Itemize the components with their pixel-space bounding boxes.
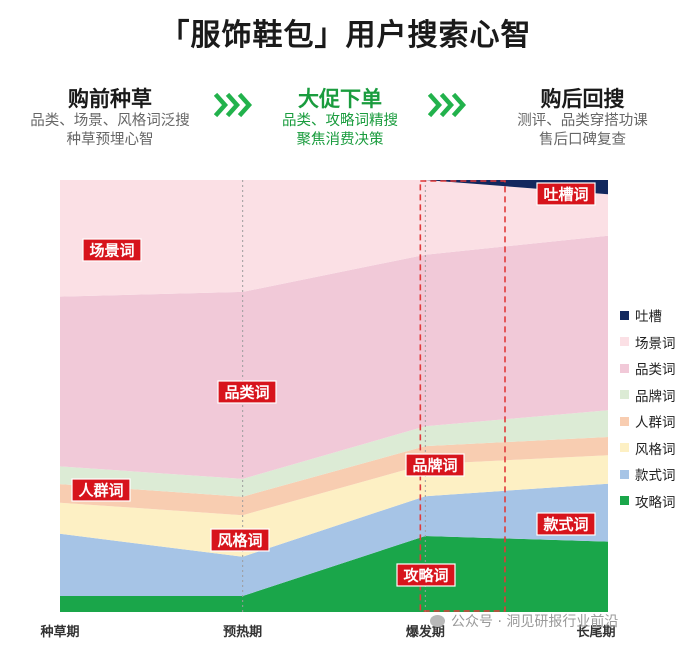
x-tick-label: 长尾期 [576, 624, 615, 640]
stage-promotion: 大促下单 品类、攻略词精搜 聚焦消费决策 [240, 86, 440, 150]
chevrons-right-icon [214, 92, 253, 118]
legend-item: 品类词 [620, 355, 676, 382]
annotation-box [396, 563, 456, 587]
legend-item: 吐槽 [620, 302, 676, 329]
area-品牌词 [60, 410, 608, 497]
legend-swatch [620, 363, 629, 373]
annotation-box [82, 238, 142, 262]
legend-item: 风格词 [620, 435, 676, 462]
annotation-box [217, 380, 277, 404]
legend-label: 款式词 [635, 468, 676, 485]
stage-heading: 购后回搜 [540, 87, 625, 111]
annotation-label: 风格词 [217, 532, 262, 550]
legend-item: 场景词 [620, 329, 676, 356]
annotation-label: 款式词 [543, 516, 588, 534]
highlight-box [419, 180, 506, 612]
x-tick-label: 爆发期 [406, 624, 445, 640]
legend-label: 品类词 [635, 362, 676, 379]
annotation-box [536, 182, 596, 206]
legend-label: 品牌词 [635, 388, 676, 405]
area-吐槽 [60, 180, 608, 195]
watermark-text: 公众号 · 洞见研报行业前沿 [451, 614, 619, 630]
stage-post-purchase: 购后回搜 测评、品类穿搭功课 售后口碑复查 [470, 86, 691, 150]
annotation-box [536, 512, 596, 536]
annotation-label: 攻略词 [403, 567, 448, 585]
legend-label: 场景词 [635, 335, 676, 352]
annotation-label: 人群词 [78, 482, 123, 500]
annotation-box [210, 528, 270, 552]
stage-desc-line: 种草预埋心智 [66, 132, 154, 148]
annotation-label: 吐槽词 [543, 186, 588, 204]
legend-swatch [620, 390, 629, 400]
legend-swatch [620, 496, 629, 506]
chevrons-right-icon [428, 92, 467, 118]
legend-swatch [620, 416, 629, 426]
x-tick-label: 种草期 [39, 624, 79, 640]
area-场景词 [60, 180, 608, 297]
stage-heading: 大促下单 [298, 87, 382, 111]
legend-item: 品牌词 [620, 382, 676, 409]
stage-desc-line: 售后口碑复查 [539, 132, 626, 148]
stage-desc-line: 聚焦消费决策 [296, 132, 384, 148]
legend-item: 攻略词 [620, 488, 676, 515]
page-title: 「服饰鞋包」用户搜索心智 [159, 18, 532, 53]
chart-legend: 吐槽场景词品类词品牌词人群词风格词款式词攻略词 [620, 302, 676, 514]
stage-desc-line: 测评、品类穿搭功课 [517, 113, 648, 129]
legend-swatch [620, 310, 629, 320]
legend-label: 风格词 [635, 441, 676, 458]
annotation-label: 品牌词 [412, 457, 457, 475]
watermark: 公众号 · 洞见研报行业前沿 [430, 611, 618, 631]
x-tick-label: 预热期 [223, 624, 262, 640]
stage-desc-line: 品类、攻略词精搜 [282, 113, 398, 129]
legend-item: 款式词 [620, 461, 676, 488]
legend-swatch [620, 469, 629, 479]
area-人群词 [60, 437, 608, 516]
area-攻略词 [60, 536, 608, 612]
legend-label: 吐槽 [635, 309, 662, 326]
legend-swatch [620, 443, 629, 453]
wechat-icon [430, 615, 445, 627]
legend-item: 人群词 [620, 408, 676, 435]
annotation-box [71, 478, 131, 502]
legend-label: 人群词 [635, 415, 676, 432]
legend-label: 攻略词 [635, 494, 676, 511]
area-款式词 [60, 483, 608, 596]
annotation-box [405, 453, 465, 477]
stage-desc-line: 品类、场景、风格词泛搜 [30, 113, 190, 129]
annotation-label: 场景词 [89, 242, 134, 260]
stage-pre-purchase: 购前种草 品类、场景、风格词泛搜 种草预埋心智 [0, 86, 220, 150]
legend-swatch [620, 337, 629, 347]
area-风格词 [60, 455, 608, 557]
annotation-label: 品类词 [224, 384, 269, 402]
area-品类词 [60, 235, 608, 479]
stage-heading: 购前种草 [68, 87, 152, 111]
